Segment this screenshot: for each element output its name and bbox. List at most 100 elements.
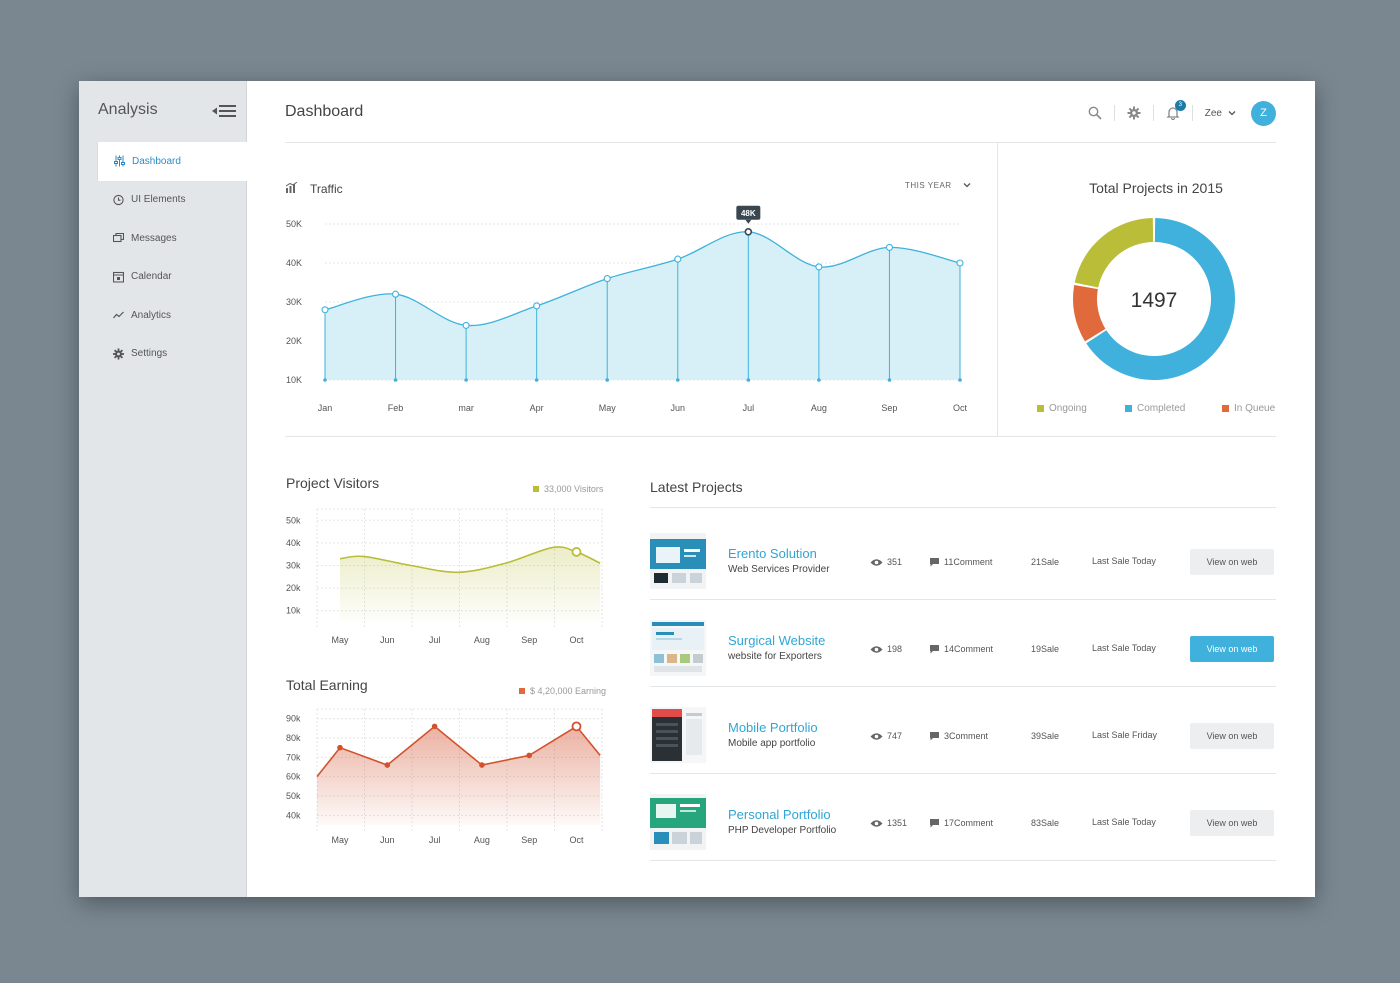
project-comments: 14Comment	[929, 644, 993, 654]
donut-slice	[1074, 218, 1154, 288]
menu-toggle-icon[interactable]	[212, 103, 236, 119]
traffic-title: Traffic	[310, 182, 343, 196]
user-menu[interactable]: Zee	[1205, 108, 1237, 119]
project-sales: 39Sale	[1031, 731, 1060, 741]
project-views: 747	[870, 731, 902, 741]
notifications-button[interactable]: 3	[1166, 100, 1186, 121]
y-tick-label: 30K	[286, 297, 302, 307]
divider	[1152, 105, 1154, 121]
x-tick-label: Jun	[671, 403, 686, 413]
base-dot	[393, 378, 398, 382]
project-last-sale: Last Sale Today	[1092, 556, 1156, 566]
legend-label: Completed	[1137, 403, 1186, 414]
view-on-web-button[interactable]: View on web	[1190, 723, 1274, 749]
project-views: 1351	[870, 818, 907, 828]
settings-gear-icon[interactable]	[1127, 106, 1141, 120]
legend-swatch	[519, 688, 525, 694]
project-subtitle: Mobile app portfolio	[728, 738, 816, 749]
sidebar-item-label: Calendar	[131, 271, 172, 283]
area-fill	[340, 546, 601, 622]
project-subtitle: PHP Developer Portfolio	[728, 825, 837, 836]
eye-icon	[870, 732, 883, 740]
project-comments: 3Comment	[929, 731, 988, 741]
y-tick-label: 20k	[286, 583, 301, 593]
comments-count: 11Comment	[944, 557, 993, 567]
avatar[interactable]: Z	[1251, 100, 1276, 126]
range-dropdown[interactable]: THIS YEAR	[905, 180, 972, 190]
x-tick-label: Oct	[569, 635, 584, 645]
app-window: Analysis Dashboard UI Elements Messages	[79, 81, 1315, 897]
project-thumbnail[interactable]	[650, 620, 706, 676]
range-dropdown-label: THIS YEAR	[905, 180, 952, 190]
x-tick-label: Aug	[811, 403, 827, 413]
y-tick-label: 10k	[286, 606, 301, 616]
sidebar-item-label: Analytics	[131, 309, 172, 321]
sidebar-item-label: Settings	[131, 348, 168, 360]
project-views: 351	[870, 557, 902, 567]
analytics-icon	[113, 311, 124, 319]
view-on-web-button[interactable]: View on web	[1190, 549, 1274, 575]
clock-icon	[113, 194, 124, 205]
x-tick-label: Jul	[429, 635, 441, 645]
sidebar-item-settings[interactable]: Settings	[79, 335, 247, 374]
data-point	[744, 228, 753, 236]
project-thumbnail[interactable]	[650, 707, 706, 763]
traffic-line	[324, 231, 961, 327]
project-sales: 19Sale	[1031, 644, 1060, 654]
base-dot	[746, 378, 751, 382]
sidebar-item-dashboard[interactable]: Dashboard	[97, 142, 247, 181]
data-point	[462, 321, 470, 329]
project-subtitle: Web Services Provider	[728, 564, 830, 575]
view-on-web-button[interactable]: View on web	[1190, 810, 1274, 836]
donut-center-value: 1497	[1131, 289, 1178, 312]
x-tick-label: May	[599, 403, 617, 413]
x-tick-label: mar	[458, 403, 474, 413]
comment-icon	[930, 645, 939, 654]
views-count: 198	[887, 644, 903, 654]
eye-icon	[870, 558, 883, 566]
base-dot	[675, 378, 680, 382]
data-point	[431, 723, 438, 730]
sidebar-item-analytics[interactable]: Analytics	[79, 296, 247, 335]
project-thumbnail[interactable]	[650, 794, 706, 850]
highlight-point	[571, 547, 582, 557]
data-point	[321, 306, 329, 314]
base-dot	[605, 378, 610, 382]
sidebar-item-label: UI Elements	[131, 194, 186, 206]
project-row: Surgical Website website for Exporters 1…	[650, 600, 1276, 687]
earning-legend: $ 4,20,000 Earning	[519, 686, 606, 696]
visitors-legend: 33,000 Visitors	[533, 484, 603, 494]
x-tick-label: Sep	[521, 835, 537, 845]
project-name[interactable]: Personal Portfolio	[728, 807, 831, 822]
x-tick-label: Apr	[530, 403, 544, 413]
sidebar-item-label: Dashboard	[132, 155, 181, 167]
project-sales: 21Sale	[1031, 557, 1060, 567]
view-on-web-button[interactable]: View on web	[1190, 636, 1274, 662]
y-tick-label: 30k	[286, 561, 301, 571]
topbar-actions: 3 Zee Z	[1088, 100, 1276, 126]
legend-swatch	[1037, 405, 1044, 412]
search-icon[interactable]	[1088, 106, 1102, 120]
project-name[interactable]: Erento Solution	[728, 546, 817, 561]
project-thumbnail[interactable]	[650, 533, 706, 589]
divider	[285, 436, 1276, 437]
divider	[650, 507, 1276, 508]
data-point	[479, 762, 485, 768]
user-name: Zee	[1204, 107, 1222, 119]
sidebar-item-label: Messages	[131, 232, 177, 244]
sidebar-item-messages[interactable]: Messages	[79, 219, 247, 258]
highlight-point	[571, 721, 582, 732]
data-point	[526, 752, 532, 759]
project-last-sale: Last Sale Today	[1092, 817, 1156, 827]
sidebar-item-ui-elements[interactable]: UI Elements	[79, 181, 247, 220]
project-name[interactable]: Mobile Portfolio	[728, 720, 818, 735]
x-tick-label: Aug	[474, 635, 490, 645]
x-tick-label: Sep	[521, 635, 537, 645]
x-tick-label: Aug	[474, 835, 490, 845]
sidebar-item-calendar[interactable]: Calendar	[79, 258, 247, 297]
project-name[interactable]: Surgical Website	[728, 633, 826, 648]
views-count: 351	[887, 557, 903, 567]
project-comments: 11Comment	[929, 557, 992, 567]
data-point	[384, 762, 391, 768]
divider	[997, 142, 998, 436]
